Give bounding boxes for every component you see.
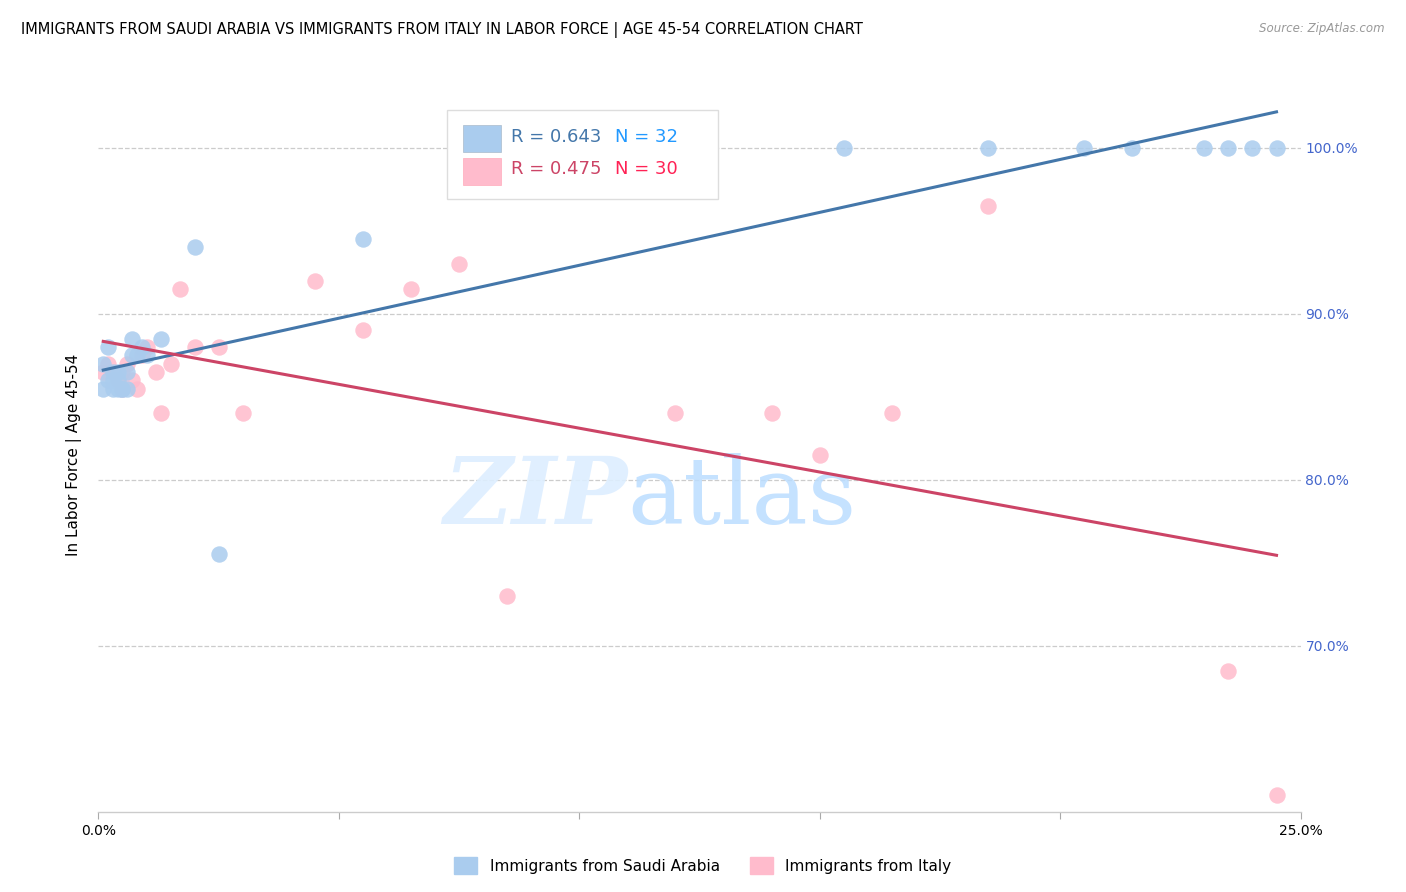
Point bbox=[832, 141, 855, 155]
Point bbox=[1194, 141, 1216, 155]
Point bbox=[232, 406, 254, 420]
Point bbox=[135, 348, 157, 362]
Point bbox=[159, 357, 181, 371]
Point bbox=[131, 348, 153, 362]
Point bbox=[977, 141, 1000, 155]
Point bbox=[111, 382, 134, 396]
Point bbox=[107, 382, 129, 396]
Point bbox=[97, 357, 120, 371]
Point bbox=[111, 382, 134, 396]
Point bbox=[101, 365, 124, 379]
Point bbox=[208, 548, 231, 562]
Point bbox=[304, 274, 326, 288]
Point bbox=[1218, 664, 1240, 678]
Point bbox=[664, 406, 686, 420]
Text: IMMIGRANTS FROM SAUDI ARABIA VS IMMIGRANTS FROM ITALY IN LABOR FORCE | AGE 45-54: IMMIGRANTS FROM SAUDI ARABIA VS IMMIGRAN… bbox=[21, 22, 863, 38]
Point bbox=[125, 382, 148, 396]
Point bbox=[121, 373, 143, 387]
Text: R = 0.475: R = 0.475 bbox=[510, 161, 602, 178]
Point bbox=[107, 373, 129, 387]
Legend: Immigrants from Saudi Arabia, Immigrants from Italy: Immigrants from Saudi Arabia, Immigrants… bbox=[449, 851, 957, 880]
Point bbox=[91, 357, 114, 371]
Text: R = 0.643: R = 0.643 bbox=[510, 128, 602, 145]
Point bbox=[496, 589, 519, 603]
Text: N = 32: N = 32 bbox=[616, 128, 678, 145]
FancyBboxPatch shape bbox=[447, 111, 717, 200]
Point bbox=[761, 406, 783, 420]
Point bbox=[1073, 141, 1095, 155]
Point bbox=[447, 257, 470, 271]
FancyBboxPatch shape bbox=[463, 125, 501, 153]
Point bbox=[145, 365, 167, 379]
Point bbox=[352, 232, 374, 246]
Point bbox=[125, 348, 148, 362]
Point bbox=[117, 382, 139, 396]
Point bbox=[91, 382, 114, 396]
Point bbox=[977, 199, 1000, 213]
Text: Source: ZipAtlas.com: Source: ZipAtlas.com bbox=[1260, 22, 1385, 36]
Point bbox=[107, 365, 129, 379]
Point bbox=[183, 340, 205, 354]
Point bbox=[117, 365, 139, 379]
Point bbox=[101, 365, 124, 379]
Point bbox=[183, 240, 205, 254]
Text: atlas: atlas bbox=[627, 453, 856, 542]
Point bbox=[1265, 788, 1288, 802]
Point bbox=[1241, 141, 1264, 155]
FancyBboxPatch shape bbox=[463, 158, 501, 186]
Point bbox=[131, 340, 153, 354]
Point bbox=[111, 365, 134, 379]
Point bbox=[101, 382, 124, 396]
Point bbox=[1218, 141, 1240, 155]
Point bbox=[149, 332, 172, 346]
Point bbox=[496, 141, 519, 155]
Point bbox=[97, 373, 120, 387]
Point bbox=[121, 332, 143, 346]
Point bbox=[117, 357, 139, 371]
Point bbox=[111, 382, 134, 396]
Text: N = 30: N = 30 bbox=[616, 161, 678, 178]
Point bbox=[808, 448, 831, 462]
Point bbox=[135, 340, 157, 354]
Point bbox=[101, 373, 124, 387]
Point bbox=[121, 348, 143, 362]
Point bbox=[880, 406, 903, 420]
Y-axis label: In Labor Force | Age 45-54: In Labor Force | Age 45-54 bbox=[66, 354, 83, 556]
Point bbox=[1265, 141, 1288, 155]
Point bbox=[1121, 141, 1143, 155]
Point bbox=[107, 373, 129, 387]
Point bbox=[169, 282, 191, 296]
Text: ZIP: ZIP bbox=[443, 453, 627, 542]
Point bbox=[97, 340, 120, 354]
Point bbox=[399, 282, 422, 296]
Point bbox=[149, 406, 172, 420]
Point bbox=[91, 365, 114, 379]
Point bbox=[208, 340, 231, 354]
Point bbox=[352, 323, 374, 337]
